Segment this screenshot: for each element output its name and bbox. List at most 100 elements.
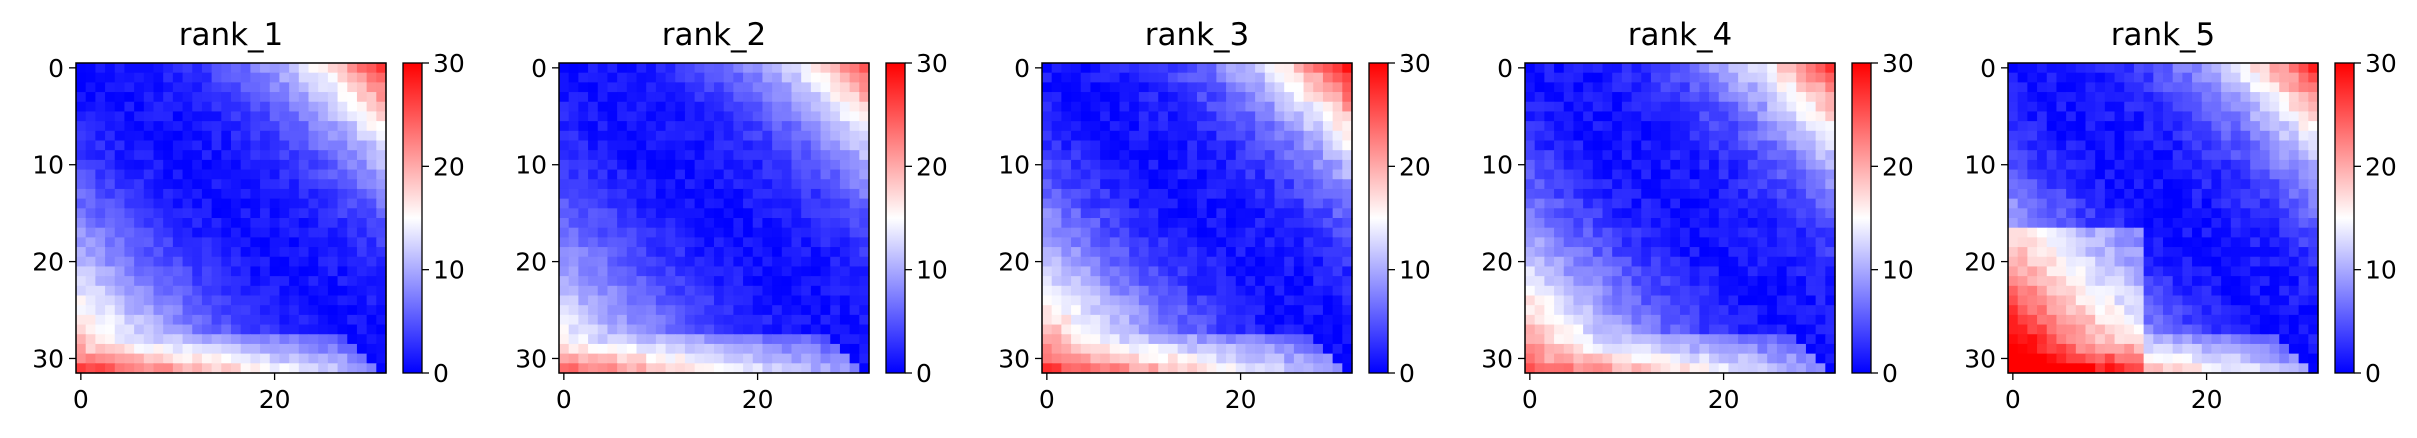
heatmap-cell [762, 256, 773, 268]
heatmap-cell [743, 324, 754, 335]
heatmap-cell [1245, 247, 1256, 258]
heatmap-cell [704, 150, 715, 161]
heatmap-cell [240, 305, 251, 316]
heatmap-cell [578, 237, 589, 248]
heatmap-cell [2027, 111, 2038, 122]
heatmap-cell [2211, 92, 2222, 103]
heatmap-cell [2153, 256, 2164, 268]
heatmap-cell [2230, 169, 2242, 180]
heatmap-cell [2172, 247, 2183, 258]
heatmap-cell [2250, 295, 2261, 306]
heatmap-cell [743, 159, 754, 171]
heatmap-cell [2008, 92, 2019, 103]
heatmap-cell [1313, 353, 1324, 364]
heatmap-cell [2269, 72, 2280, 83]
heatmap-cell [1805, 237, 1817, 248]
heatmap-cell [1699, 159, 1710, 171]
heatmap-cell [2211, 150, 2222, 161]
heatmap-cell [318, 188, 329, 200]
heatmap-cell [1534, 188, 1545, 200]
heatmap-cell [153, 334, 164, 345]
heatmap-cell [791, 72, 802, 83]
heatmap-cell [714, 130, 725, 142]
heatmap-cell [1129, 101, 1140, 113]
heatmap-cell [1138, 179, 1150, 190]
heatmap-cell [1129, 63, 1140, 74]
heatmap-cell [849, 266, 860, 277]
heatmap-cell [655, 101, 667, 113]
heatmap-cell [2066, 111, 2077, 122]
heatmap-cell [143, 218, 155, 229]
heatmap-cell [1796, 63, 1807, 74]
heatmap-cell [1226, 305, 1237, 316]
heatmap-cell [95, 363, 106, 374]
heatmap-cell [1612, 305, 1623, 316]
heatmap-cell [76, 169, 87, 180]
heatmap-cell [1718, 188, 1730, 200]
heatmap-cell [810, 179, 822, 190]
heatmap-cell [1235, 276, 1247, 287]
heatmap-cell [1757, 111, 1768, 122]
heatmap-cell [279, 63, 290, 74]
heatmap-cell [588, 353, 599, 364]
heatmap-cell [327, 169, 339, 180]
heatmap-cell [2221, 130, 2232, 142]
heatmap-cell [1805, 159, 1817, 171]
heatmap-cell [752, 305, 764, 316]
heatmap-cell [2163, 72, 2174, 83]
heatmap-cell [231, 334, 242, 345]
heatmap-cell [820, 82, 831, 93]
heatmap-cell [830, 150, 841, 161]
heatmap-cell [105, 314, 116, 326]
heatmap-cell [1138, 150, 1150, 161]
heatmap-cell [714, 334, 725, 345]
heatmap-cell [2046, 159, 2058, 171]
heatmap-cell [636, 276, 647, 287]
heatmap-cell [318, 218, 329, 229]
heatmap-cell [849, 305, 860, 316]
heatmap-cell [182, 227, 193, 238]
heatmap-cell [172, 179, 184, 190]
heatmap-cell [1322, 353, 1334, 364]
heatmap-cell [1274, 295, 1285, 306]
heatmap-cell [2163, 218, 2174, 229]
heatmap-cell [172, 121, 184, 132]
heatmap-cell [1100, 247, 1111, 258]
heatmap-cell [2250, 72, 2261, 83]
heatmap-cell [1080, 353, 1092, 364]
heatmap-cell [1138, 140, 1150, 151]
heatmap-cell [1051, 101, 1062, 113]
heatmap-cell [1293, 237, 1305, 248]
heatmap-cell [801, 140, 812, 151]
heatmap-cell [1621, 179, 1633, 190]
heatmap-cell [2163, 256, 2174, 268]
heatmap-cell [1061, 334, 1072, 345]
heatmap-cell [163, 305, 174, 316]
heatmap-cell [1100, 92, 1111, 103]
heatmap-cell [1757, 63, 1768, 74]
heatmap-cell [1051, 324, 1062, 335]
heatmap-cell [1119, 101, 1130, 113]
heatmap-cell [347, 101, 358, 113]
heatmap-cell [1342, 276, 1353, 287]
heatmap-cell [1187, 363, 1198, 374]
heatmap-cell [347, 324, 358, 335]
heatmap-cell [733, 82, 744, 93]
heatmap-cell [1699, 266, 1710, 277]
heatmap-cell [617, 353, 628, 364]
heatmap-cell [221, 256, 232, 268]
heatmap-cell [211, 218, 222, 229]
heatmap-cell [752, 198, 764, 209]
heatmap-cell [762, 334, 773, 345]
heatmap-cell [2037, 159, 2048, 171]
heatmap-cell [221, 188, 232, 200]
heatmap-cell [1631, 150, 1642, 161]
heatmap-cell [752, 218, 764, 229]
heatmap-cell [1284, 159, 1295, 171]
heatmap-cell [2308, 140, 2319, 151]
heatmap-cell [1303, 121, 1314, 132]
heatmap-cell [1109, 140, 1121, 151]
heatmap-cell [791, 159, 802, 171]
heatmap-cell [114, 227, 126, 238]
heatmap-cell [1699, 227, 1710, 238]
